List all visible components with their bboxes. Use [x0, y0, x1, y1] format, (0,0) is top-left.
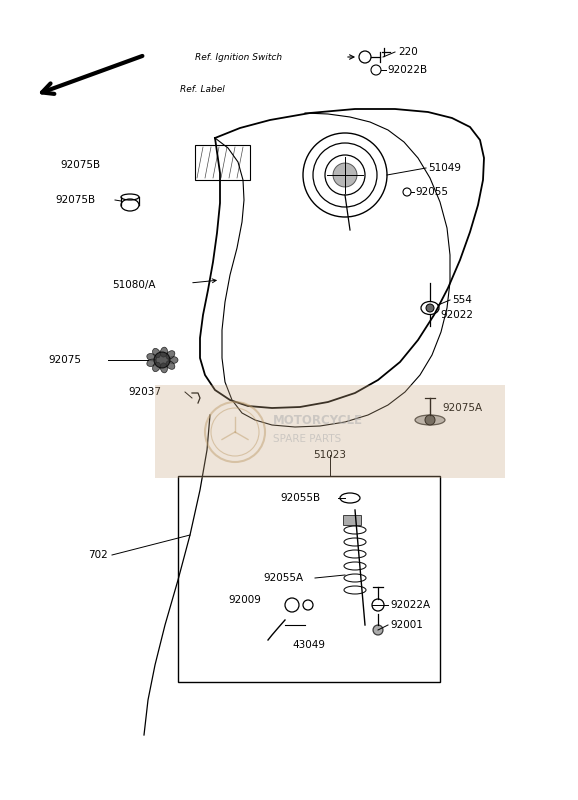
- Ellipse shape: [147, 354, 157, 361]
- Circle shape: [154, 352, 170, 368]
- Ellipse shape: [153, 349, 161, 358]
- Ellipse shape: [153, 362, 161, 371]
- Ellipse shape: [168, 357, 178, 363]
- Text: 43049: 43049: [292, 640, 325, 650]
- Bar: [195, 145, 250, 180]
- Text: 92022B: 92022B: [387, 65, 427, 75]
- Ellipse shape: [160, 363, 168, 373]
- Text: 92075A: 92075A: [442, 403, 482, 413]
- Circle shape: [373, 625, 383, 635]
- Text: 92009: 92009: [228, 595, 261, 605]
- Text: 51023: 51023: [313, 450, 346, 460]
- Text: 554: 554: [452, 295, 472, 305]
- Text: 51049: 51049: [428, 163, 461, 173]
- Ellipse shape: [415, 415, 445, 425]
- Text: 92075: 92075: [48, 355, 81, 365]
- Text: 92075B: 92075B: [55, 195, 95, 205]
- Text: Ref. Label: Ref. Label: [180, 86, 225, 94]
- Circle shape: [426, 304, 434, 312]
- Ellipse shape: [166, 350, 175, 359]
- Bar: [178, 476, 440, 682]
- Text: 220: 220: [398, 47, 418, 57]
- Text: 92055A: 92055A: [263, 573, 303, 583]
- Ellipse shape: [147, 359, 157, 366]
- Bar: [155, 385, 505, 478]
- Ellipse shape: [166, 361, 175, 370]
- Text: 92022: 92022: [440, 310, 473, 320]
- Text: Ref. Ignition Switch: Ref. Ignition Switch: [195, 53, 282, 62]
- Text: 92075B: 92075B: [60, 160, 100, 170]
- Text: MOTORCYCLE: MOTORCYCLE: [273, 414, 363, 427]
- Text: 92022A: 92022A: [390, 600, 430, 610]
- Circle shape: [425, 415, 435, 425]
- Text: 92055: 92055: [415, 187, 448, 197]
- Ellipse shape: [160, 347, 168, 357]
- Text: SPARE PARTS: SPARE PARTS: [273, 434, 341, 444]
- Text: 92037: 92037: [128, 387, 161, 397]
- Text: 51080/A: 51080/A: [112, 280, 155, 290]
- Text: 702: 702: [88, 550, 108, 560]
- Text: 92055B: 92055B: [280, 493, 320, 503]
- Text: 92001: 92001: [390, 620, 423, 630]
- Circle shape: [333, 163, 357, 187]
- Bar: [343, 515, 361, 525]
